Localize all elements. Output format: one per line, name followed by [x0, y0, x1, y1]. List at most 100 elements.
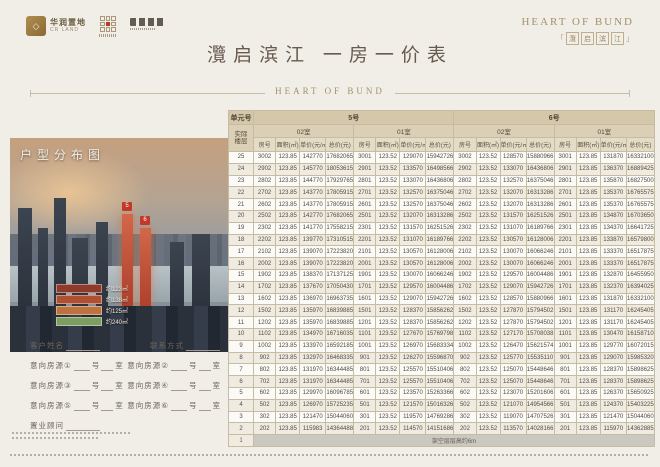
total-cell: 16455950: [625, 268, 656, 282]
unit-number-header: 单元号: [227, 110, 255, 125]
intent-field: 意向房源④ 号 室: [127, 380, 220, 391]
blank-line[interactable]: [198, 383, 211, 391]
room-cell: 2502: [253, 209, 277, 223]
price-table: 单元号5号6号实际楼层02室01室02室01室房号面积(㎡)单价(元/㎡)总价(…: [227, 110, 656, 448]
area-cell: 123.85: [575, 257, 601, 270]
total-cell: 15621574: [525, 339, 555, 353]
price-cell: 135970: [299, 316, 327, 329]
blank-line[interactable]: [101, 403, 114, 411]
area-cell: 123.85: [275, 174, 301, 188]
room-cell: 2701: [353, 186, 377, 200]
area-cell: 123.52: [375, 386, 401, 400]
price-cell: 129970: [299, 386, 327, 400]
blank-line[interactable]: [171, 363, 187, 371]
room-cell: 2001: [553, 257, 577, 270]
blank-line[interactable]: [171, 403, 187, 411]
blank-line[interactable]: [73, 403, 90, 411]
total-cell: 16375046: [425, 198, 455, 211]
room-cell: 2601: [553, 198, 577, 211]
blank-line[interactable]: [198, 403, 211, 411]
floor-cell: 10: [227, 327, 255, 341]
area-cell: 123.52: [375, 398, 401, 412]
intent-label: 意向房源④: [127, 381, 169, 390]
area-cell: 123.52: [375, 174, 401, 188]
room-cell: 1202: [253, 316, 277, 329]
column-header: 面积(㎡): [275, 137, 301, 152]
room-cell: 2501: [353, 209, 377, 223]
table-row: 8 902 123.85 132970 16468335 901 123.52 126270 1…: [227, 351, 656, 365]
table-row: 22 2702 123.85 143770 17805915 2701 123.52 1325…: [227, 186, 656, 200]
area-cell: 123.85: [275, 221, 301, 235]
photo-building: [170, 242, 184, 312]
total-cell: 16245405: [625, 304, 656, 318]
area-cell: 123.52: [475, 375, 501, 388]
total-cell: 15201606: [525, 386, 555, 400]
advisor-label: 置业顾问: [30, 421, 64, 430]
form-row: 意向房源③ 号室意向房源④ 号室: [30, 380, 220, 391]
room-cell: 1602: [453, 292, 477, 306]
blank-line[interactable]: [198, 363, 211, 371]
price-cell: 119570: [399, 410, 427, 424]
blank-line[interactable]: [186, 343, 220, 351]
room-suffix: 室: [212, 381, 221, 390]
table-row: 18 2202 123.85 139770 17310515 2201 123.52 1310…: [227, 233, 656, 247]
price-cell: 139770: [299, 233, 327, 247]
room-cell: 1201: [353, 316, 377, 329]
stilt-note-cell: 架空层层高约6m: [253, 434, 655, 448]
unit-type-legend: 约123㎡ 约138㎡ 约125㎡ 约240㎡: [56, 284, 128, 326]
blank-line[interactable]: [171, 383, 187, 391]
blank-line[interactable]: [73, 383, 90, 391]
area-cell: 123.52: [475, 151, 501, 164]
blank-line[interactable]: [66, 343, 100, 351]
name-field: 客户姓名: [30, 340, 100, 351]
unit-suffix: 号: [91, 361, 100, 370]
room-cell: 2901: [353, 162, 377, 176]
blank-line[interactable]: [101, 383, 114, 391]
table-row: 10 1102 123.85 134970 16716035 1101 123.52 1276…: [227, 327, 656, 341]
table-row: 11 1202 123.85 135970 16839885 1201 123.52 1283…: [227, 316, 656, 329]
room-cell: 1001: [553, 339, 577, 353]
column-header: 单价(元/㎡): [299, 137, 327, 152]
table-row: 4 502 123.85 126970 15725235 501 123.52 121570 1…: [227, 398, 656, 412]
blank-line[interactable]: [101, 363, 114, 371]
total-cell: 16765575: [625, 186, 656, 200]
blank-line[interactable]: [73, 363, 90, 371]
room-cell: 201: [353, 422, 377, 436]
area-cell: 123.52: [475, 327, 501, 341]
room-suffix: 室: [212, 361, 221, 370]
price-cell: 131570: [499, 209, 527, 223]
area-cell: 123.85: [275, 375, 301, 388]
legend-swatch: [56, 295, 102, 304]
photo-foreground: [10, 306, 228, 352]
floor-cell: 2: [227, 422, 255, 436]
total-cell: 16839885: [325, 304, 355, 318]
brand-boxed-name: 「 灠 启 滨 江 」: [521, 32, 634, 45]
legend-item: 约138㎡: [56, 295, 128, 304]
room-cell: 2902: [453, 162, 477, 176]
price-cell: 142770: [299, 151, 327, 164]
area-cell: 123.52: [375, 245, 401, 259]
area-cell: 123.85: [575, 327, 601, 341]
photo-building: [192, 234, 210, 314]
price-cell: 132970: [299, 351, 327, 365]
price-cell: 131870: [599, 151, 627, 164]
room-cell: 202: [453, 422, 477, 436]
legend-label: 约125㎡: [106, 309, 129, 315]
room-cell: 1502: [453, 304, 477, 318]
price-cell: 131970: [299, 375, 327, 388]
total-cell: 14769286: [425, 410, 455, 424]
total-cell: 14151686: [425, 422, 455, 436]
area-cell: 123.85: [575, 375, 601, 388]
room-cell: 201: [553, 422, 577, 436]
price-cell: 139070: [299, 245, 327, 259]
price-cell: 135370: [599, 186, 627, 200]
room-cell: 1601: [553, 292, 577, 306]
floor-cell: 1: [227, 434, 255, 448]
brand-char: 灠: [566, 32, 579, 45]
area-cell: 123.52: [475, 351, 501, 365]
total-cell: 15044060: [625, 410, 656, 424]
blank-line[interactable]: [66, 423, 100, 431]
customer-form: 客户姓名 联系方式 意向房源① 号室意向房源② 号室意向房源③ 号室意向房源④ 号室意向房源…: [30, 340, 220, 440]
floor-cell: 3: [227, 410, 255, 424]
area-cell: 123.85: [575, 280, 601, 294]
